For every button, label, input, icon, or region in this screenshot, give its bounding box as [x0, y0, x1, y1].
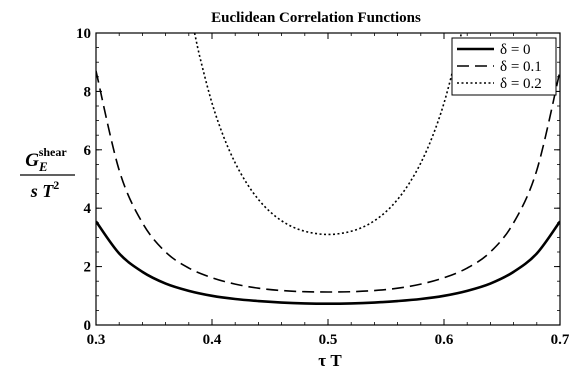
- y-label-sub: E: [38, 159, 48, 174]
- y-label-denominator-sup: 2: [53, 178, 59, 192]
- x-tick-label: 0.7: [551, 332, 569, 348]
- legend-box: [451, 37, 557, 96]
- legend-label-3: δ = 0.2: [500, 76, 542, 92]
- series-line-2: [96, 70, 560, 293]
- x-tick-label: 0.4: [203, 332, 222, 348]
- x-tick-label: 0.6: [435, 332, 454, 348]
- y-label-main: G: [25, 150, 39, 171]
- series-line-1: [96, 220, 560, 305]
- y-tick-label: 8: [84, 84, 92, 100]
- y-label-denominator-text: s T: [30, 181, 55, 201]
- y-tick-label: 4: [84, 201, 92, 217]
- x-axis-label: τ T: [318, 351, 342, 370]
- y-tick-label: 6: [84, 143, 92, 159]
- y-axis-label-denominator: s T2: [30, 178, 60, 201]
- y-label-sup: shear: [39, 145, 68, 159]
- legend-label-1: δ = 0: [500, 42, 531, 58]
- x-tick-label: 0.5: [319, 332, 338, 348]
- y-tick-label: 2: [84, 260, 92, 276]
- legend-label-2: δ = 0.1: [500, 59, 542, 75]
- axes: 0.3 0.4 0.5 0.6 0.7 0 2 4 6 8 10: [76, 26, 569, 348]
- x-tick-label: 0.3: [87, 332, 106, 348]
- series-line-3: [193, 33, 463, 236]
- y-axis-label-numerator: GEshear: [25, 145, 67, 174]
- chart-title: Euclidean Correlation Functions: [211, 10, 421, 26]
- y-axis-label: GEshear s T2: [20, 145, 75, 201]
- y-tick-label: 0: [84, 318, 92, 334]
- series-group: [96, 33, 560, 305]
- legend: δ = 0δ = 0.1δ = 0.2: [451, 37, 557, 96]
- y-tick-label: 10: [76, 26, 91, 42]
